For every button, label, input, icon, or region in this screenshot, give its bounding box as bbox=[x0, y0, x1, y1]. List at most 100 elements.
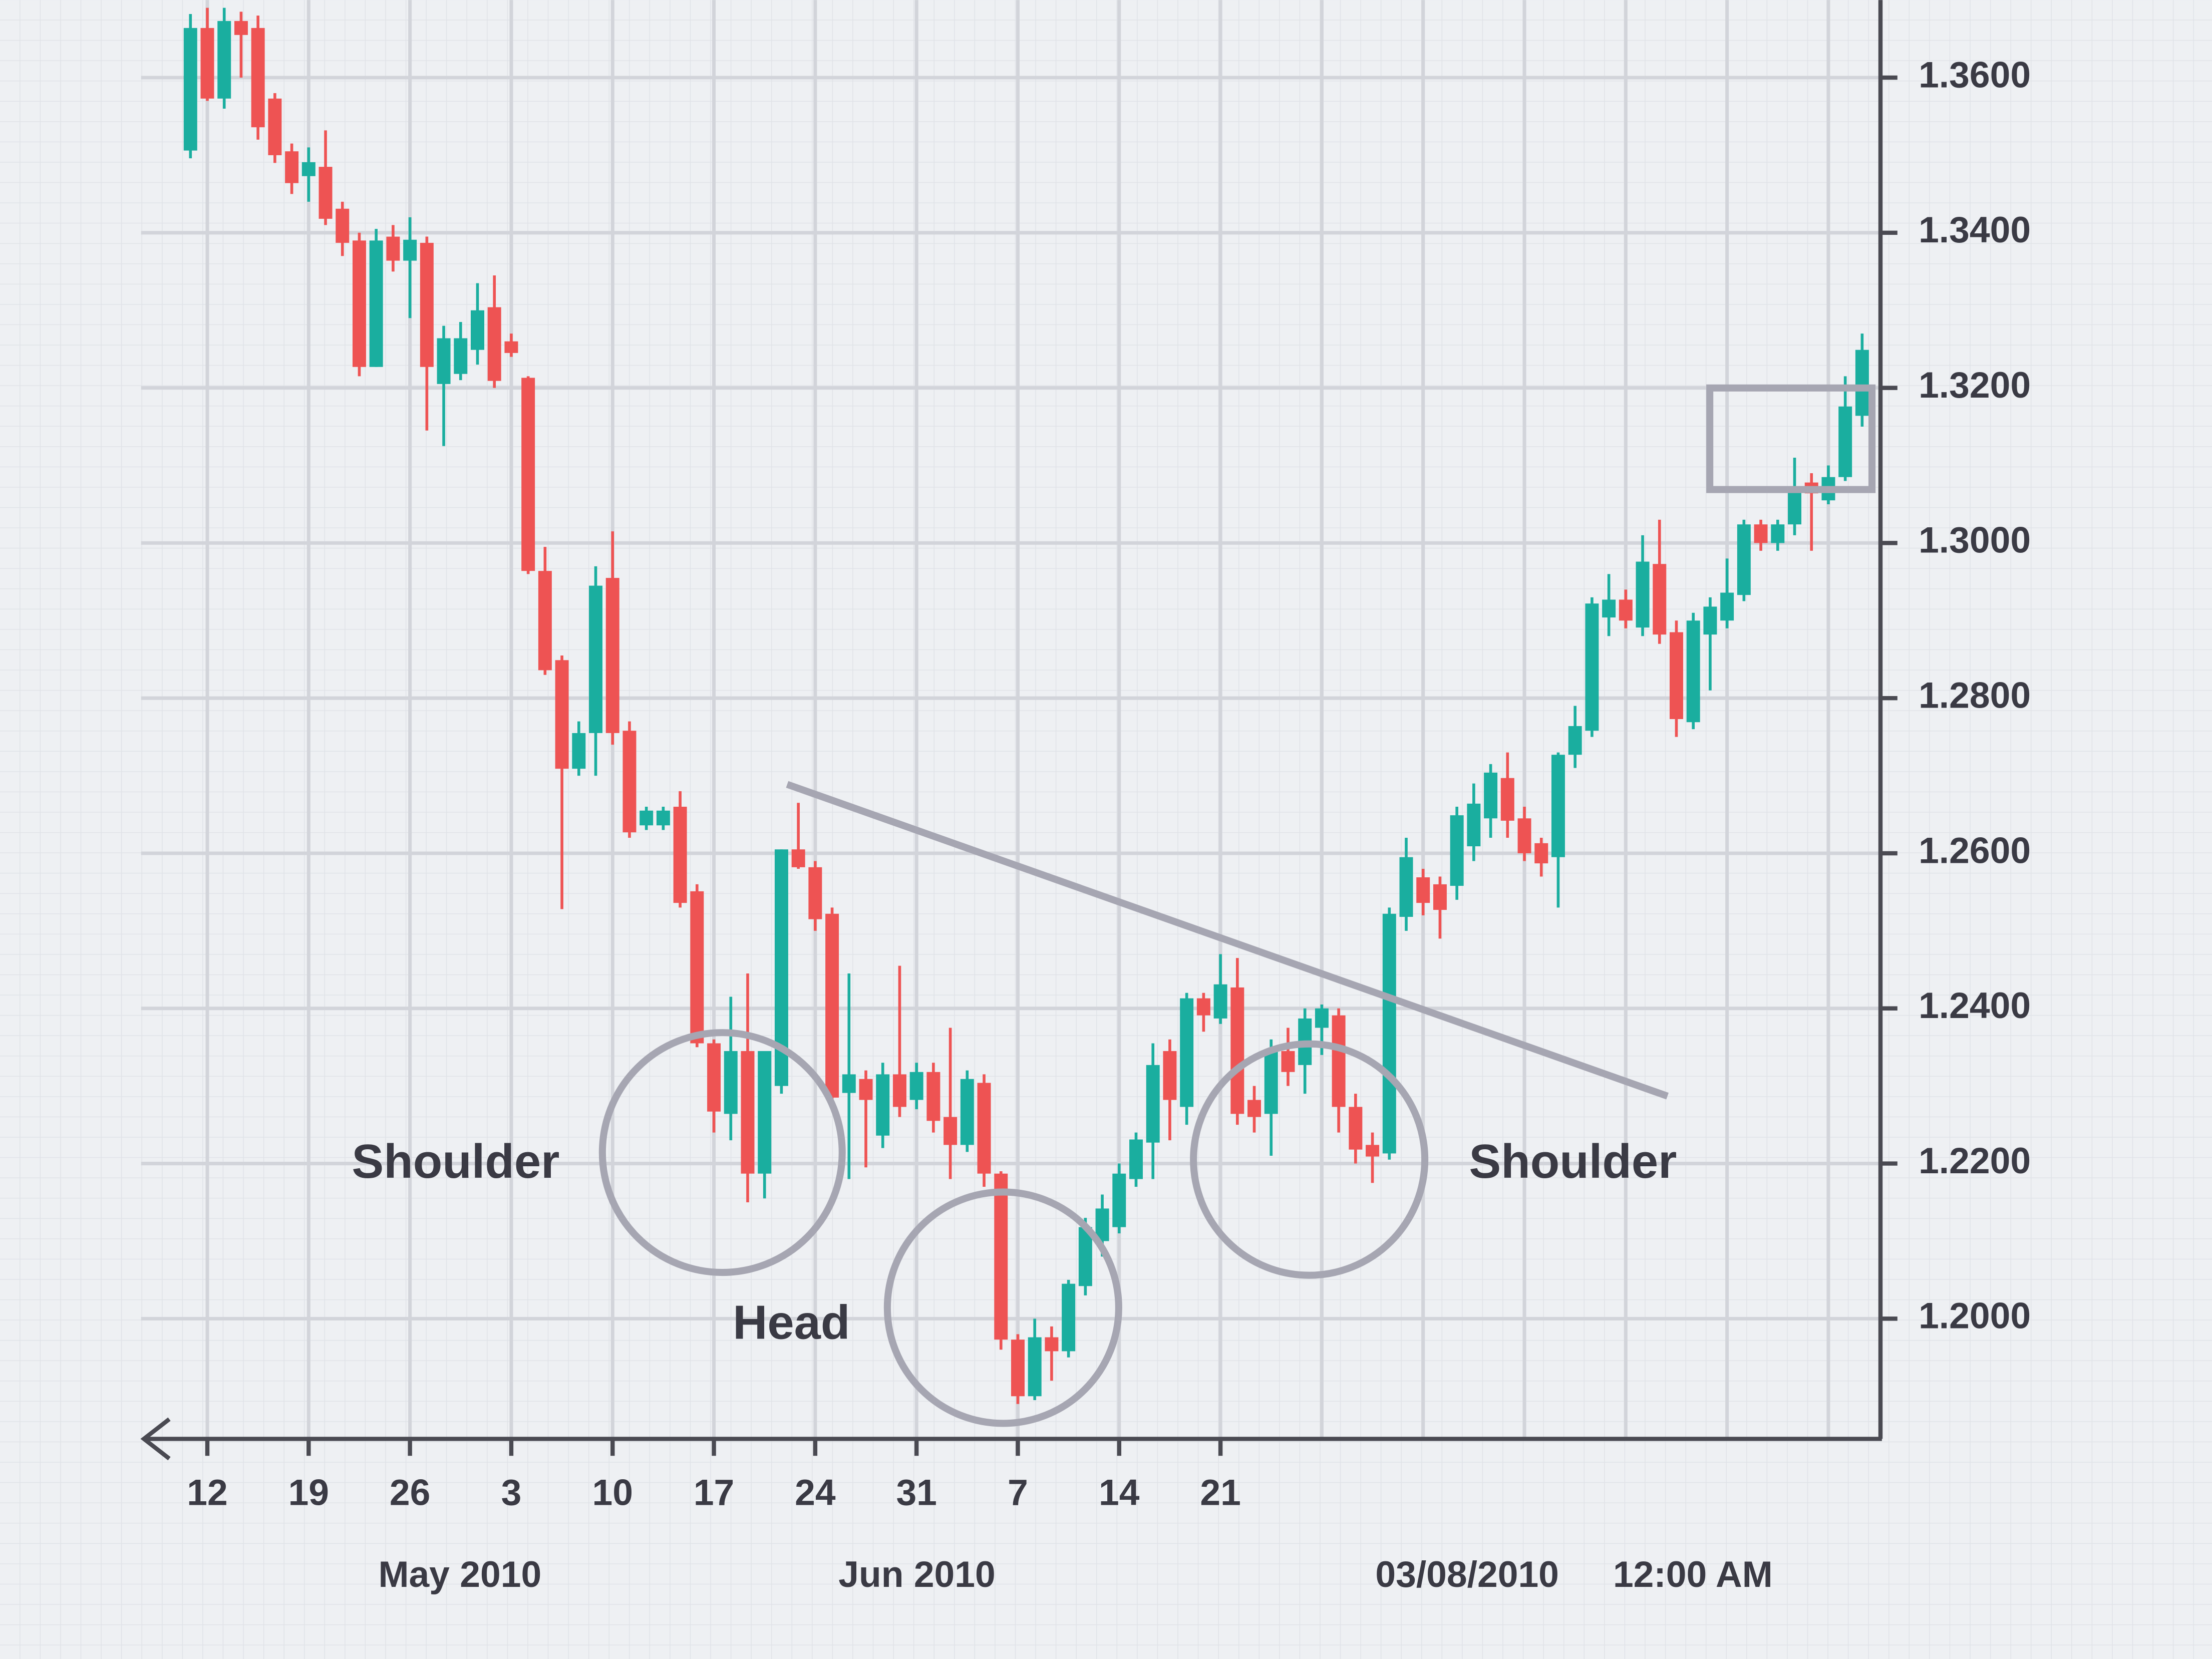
candle-body bbox=[437, 338, 451, 384]
candle-body bbox=[640, 810, 654, 826]
neckline bbox=[786, 781, 1669, 1100]
candle-body bbox=[336, 208, 350, 243]
candle-body bbox=[960, 1079, 974, 1145]
candle-body bbox=[183, 28, 197, 151]
x-axis-arrow bbox=[140, 1417, 171, 1461]
candle-body bbox=[234, 21, 248, 35]
y-tick-label: 1.2400 bbox=[1919, 985, 2031, 1026]
candle-body bbox=[369, 240, 383, 367]
candle-body bbox=[892, 1074, 906, 1107]
candle-body bbox=[825, 913, 839, 1098]
candle-body bbox=[1045, 1337, 1059, 1352]
annotation: Head bbox=[733, 1295, 850, 1349]
candle-body bbox=[1720, 592, 1734, 621]
candle-body bbox=[1703, 606, 1717, 635]
candle-body bbox=[1771, 524, 1785, 543]
left-shoulder-circle bbox=[598, 1029, 846, 1276]
candle-body bbox=[943, 1117, 958, 1145]
candle-body bbox=[352, 240, 366, 367]
candle-body bbox=[572, 733, 586, 769]
right-shoulder-circle bbox=[1190, 1040, 1429, 1279]
candle-body bbox=[1653, 564, 1667, 635]
candle-body bbox=[1062, 1283, 1076, 1352]
candle-body bbox=[1399, 857, 1413, 917]
candle-body bbox=[909, 1072, 923, 1100]
candle-body bbox=[589, 585, 603, 733]
candle-body bbox=[1332, 1015, 1346, 1107]
candle-body bbox=[1112, 1173, 1126, 1227]
candle-body bbox=[724, 1051, 738, 1114]
x-tick-label: 21 bbox=[1200, 1472, 1240, 1513]
y-tick-label: 1.2600 bbox=[1919, 830, 2031, 871]
candle-body bbox=[741, 1051, 755, 1174]
candle-body bbox=[1163, 1051, 1177, 1100]
period-label: Jun 2010 bbox=[838, 1554, 995, 1595]
candle-body bbox=[1855, 350, 1869, 416]
candle-body bbox=[1484, 772, 1498, 819]
candle-body bbox=[1382, 913, 1396, 1154]
x-tick-label: 3 bbox=[501, 1472, 522, 1513]
candle-body bbox=[1602, 599, 1616, 618]
candle-body bbox=[285, 151, 299, 183]
candle-body bbox=[1450, 815, 1464, 886]
candle-body bbox=[622, 731, 637, 833]
candle-body bbox=[1196, 998, 1210, 1016]
x-tick-label: 7 bbox=[1008, 1472, 1028, 1513]
x-tick-label: 26 bbox=[390, 1472, 430, 1513]
x-tick-label: 24 bbox=[795, 1472, 836, 1513]
candle-body bbox=[808, 867, 822, 919]
candle-body bbox=[1585, 603, 1599, 731]
candle-body bbox=[217, 21, 231, 99]
candle-body bbox=[1366, 1145, 1380, 1157]
candle-body bbox=[1467, 803, 1481, 847]
y-tick-label: 1.3200 bbox=[1919, 365, 2031, 406]
candle-body bbox=[1619, 599, 1633, 621]
candle-body bbox=[1754, 524, 1768, 543]
candle-body bbox=[758, 1051, 772, 1174]
timestamp-time: 12:00 AM bbox=[1613, 1554, 1773, 1595]
candle-body bbox=[1281, 1051, 1295, 1072]
candle-body bbox=[1264, 1051, 1278, 1114]
candle-body bbox=[200, 28, 214, 99]
candle-body bbox=[1838, 406, 1852, 477]
overlay: Shoulder Head Shoulder May 2010 Jun 2010… bbox=[140, 0, 2031, 1595]
candle-body bbox=[1129, 1139, 1143, 1179]
candle-body bbox=[319, 167, 333, 219]
x-tick-label: 19 bbox=[288, 1472, 329, 1513]
candle-body bbox=[1636, 561, 1650, 628]
breakout-box bbox=[1706, 384, 1876, 493]
x-tick-label: 14 bbox=[1099, 1472, 1140, 1513]
plot bbox=[183, 8, 1869, 1404]
candle-body bbox=[1213, 984, 1227, 1019]
candle-body bbox=[673, 807, 687, 903]
candle-body bbox=[1078, 1227, 1092, 1286]
grid bbox=[141, 0, 1881, 1439]
candle-body bbox=[1230, 987, 1244, 1114]
candle-body bbox=[251, 28, 265, 128]
candle-body bbox=[1568, 726, 1582, 755]
candle-body bbox=[1315, 1008, 1329, 1028]
candle-body bbox=[538, 571, 552, 671]
candle-body bbox=[605, 578, 619, 733]
candle-body bbox=[656, 810, 670, 826]
candle-body bbox=[1551, 755, 1565, 857]
candle-body bbox=[1349, 1107, 1363, 1150]
candle-body bbox=[977, 1083, 991, 1174]
candle-body bbox=[690, 891, 704, 1044]
y-tick-label: 1.2800 bbox=[1919, 675, 2031, 716]
candle-body bbox=[1433, 884, 1447, 910]
candle-body bbox=[1180, 998, 1194, 1107]
candle-body bbox=[926, 1072, 940, 1121]
candle-body bbox=[1028, 1337, 1042, 1397]
candle-body bbox=[301, 162, 315, 176]
annotation: Shoulder bbox=[1469, 1135, 1677, 1188]
x-tick-label: 17 bbox=[694, 1472, 734, 1513]
candle-body bbox=[420, 242, 434, 367]
candle-body bbox=[471, 310, 484, 350]
candle-body bbox=[876, 1074, 890, 1136]
head-circle bbox=[883, 1188, 1122, 1427]
candle-body bbox=[1517, 818, 1531, 853]
timestamp-date: 03/08/2010 bbox=[1375, 1554, 1559, 1595]
